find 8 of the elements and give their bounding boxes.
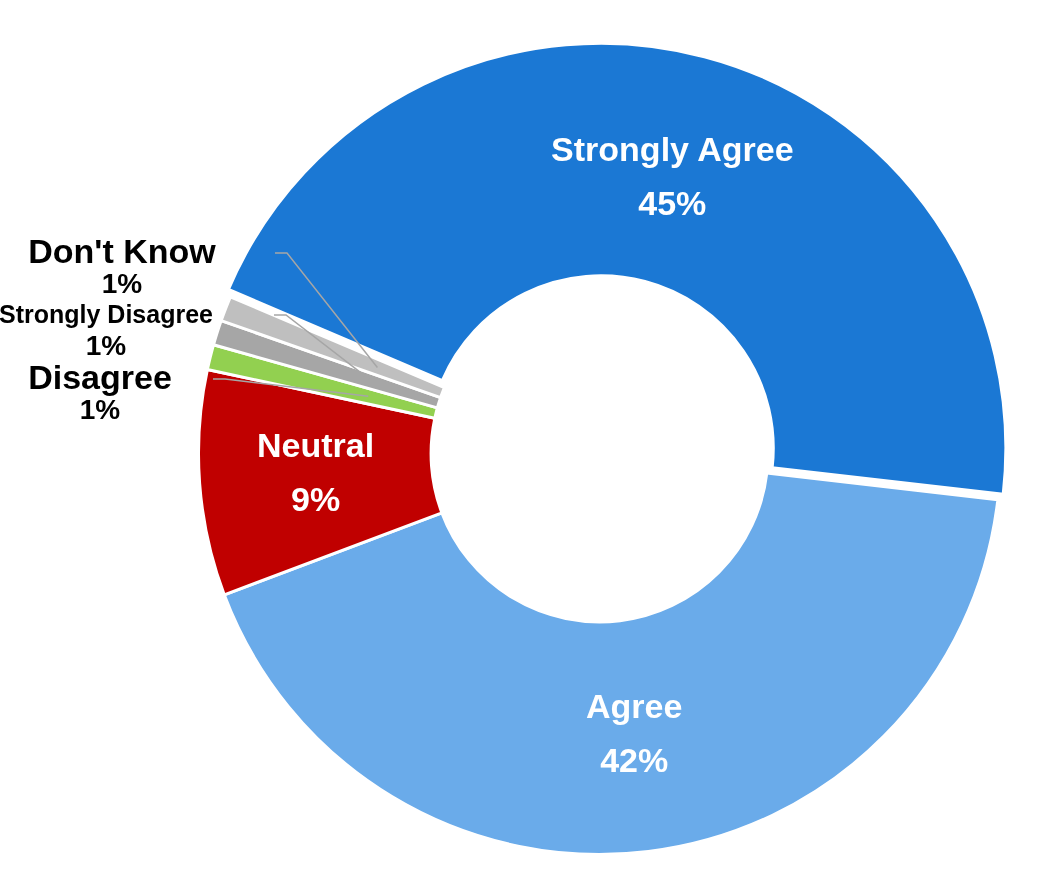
slice-label: Agree: [586, 687, 683, 726]
data-label: 45%: [638, 183, 707, 222]
data-label: 42%: [600, 741, 669, 780]
data-label: 9%: [291, 480, 341, 519]
slice-label: Strongly Agree: [551, 129, 794, 168]
slice-label: Strongly Disagree: [0, 299, 214, 328]
slice-label: Neutral: [257, 426, 375, 465]
data-label: 1%: [85, 329, 127, 361]
